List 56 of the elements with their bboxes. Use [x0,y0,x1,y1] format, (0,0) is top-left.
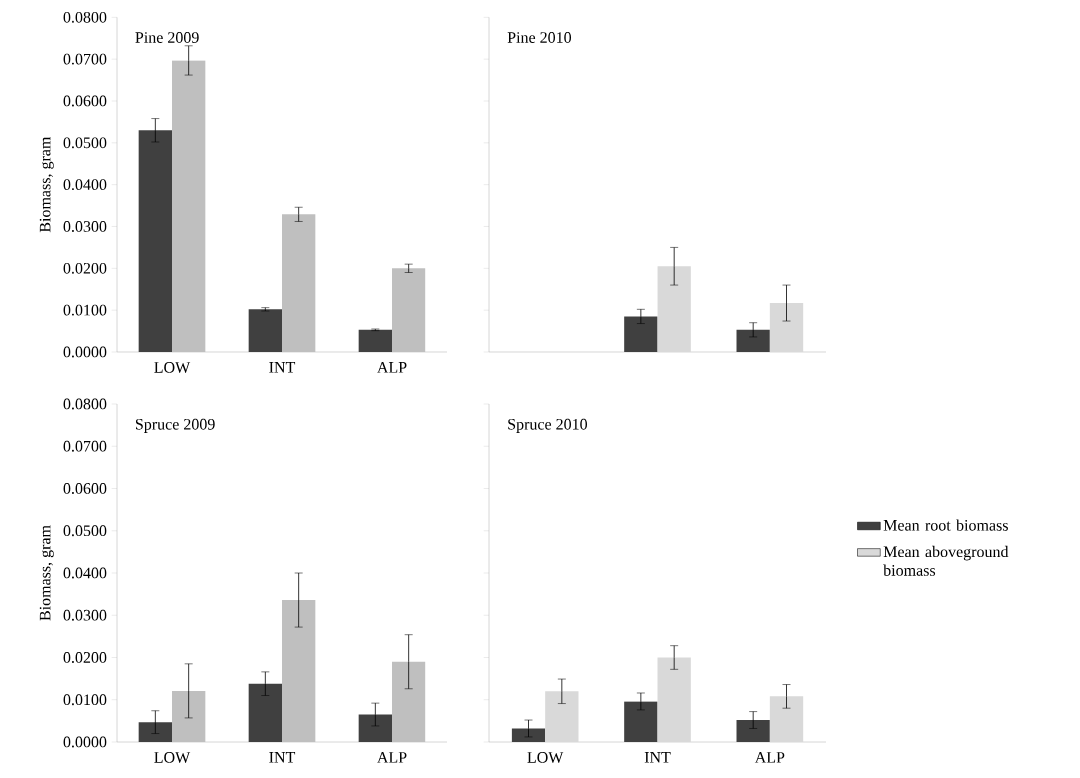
y-tick-label: 0.0500 [63,137,107,149]
x-tick-label: INT [269,752,296,763]
y-tick-label: 0.0100 [63,694,107,706]
text: Pine 2010 [507,32,572,43]
bar [248,683,282,742]
y-tick-label: 0.0600 [63,483,107,494]
y-tick-label: 0.0700 [63,53,107,65]
bar [358,329,392,352]
y-tick-label: 0.0500 [63,525,107,537]
y-tick-label: 0.0100 [63,304,107,316]
y-axis-title: Biomass, gram [39,136,54,233]
bar [138,722,172,742]
bar [282,600,316,742]
y-tick-label: 0.0600 [63,95,107,107]
legend-label: Mean aboveground biomass [883,545,1009,576]
legend-label: Mean root biomass [883,519,1008,531]
y-tick-label: 0.0300 [63,609,107,621]
bar [769,696,804,742]
text: Spruce 2009 [135,418,215,433]
bar [392,661,426,742]
y-tick-label: 0.0000 [63,736,107,748]
text: Pine 2009 [135,32,199,43]
y-tick-label: 0.0000 [63,346,107,358]
bar [657,657,691,742]
y-axis-title: Biomass, gram [39,525,54,621]
x-tick-label: LOW [154,752,191,763]
bar [769,303,804,352]
text: Spruce 2010 [508,418,588,433]
y-tick-label: 0.0300 [63,221,107,232]
bar [545,691,579,742]
bar [172,60,206,352]
bar [358,714,392,742]
x-tick-label: ALP [377,752,407,763]
bar [736,329,770,352]
x-tick-label: ALP [754,752,785,763]
bar [511,728,546,742]
x-tick-label: ALP [377,362,407,373]
y-tick-label: 0.0800 [63,398,107,410]
bar [138,130,172,352]
bar [736,720,770,742]
x-tick-label: LOW [154,362,191,373]
bar [624,316,658,352]
bar [657,266,691,352]
y-tick-label: 0.0400 [63,179,107,191]
bar [392,268,426,352]
bar [624,701,658,742]
x-tick-label: LOW [527,752,564,763]
y-tick-label: 0.0200 [63,652,107,663]
x-tick-label: INT [644,752,671,763]
y-tick-label: 0.0700 [63,440,107,452]
bar [282,214,316,352]
y-tick-label: 0.0400 [63,567,107,579]
bar [248,309,282,352]
y-tick-label: 0.0200 [63,262,107,274]
y-tick-label: 0.0800 [63,11,107,23]
x-tick-label: INT [269,362,296,373]
